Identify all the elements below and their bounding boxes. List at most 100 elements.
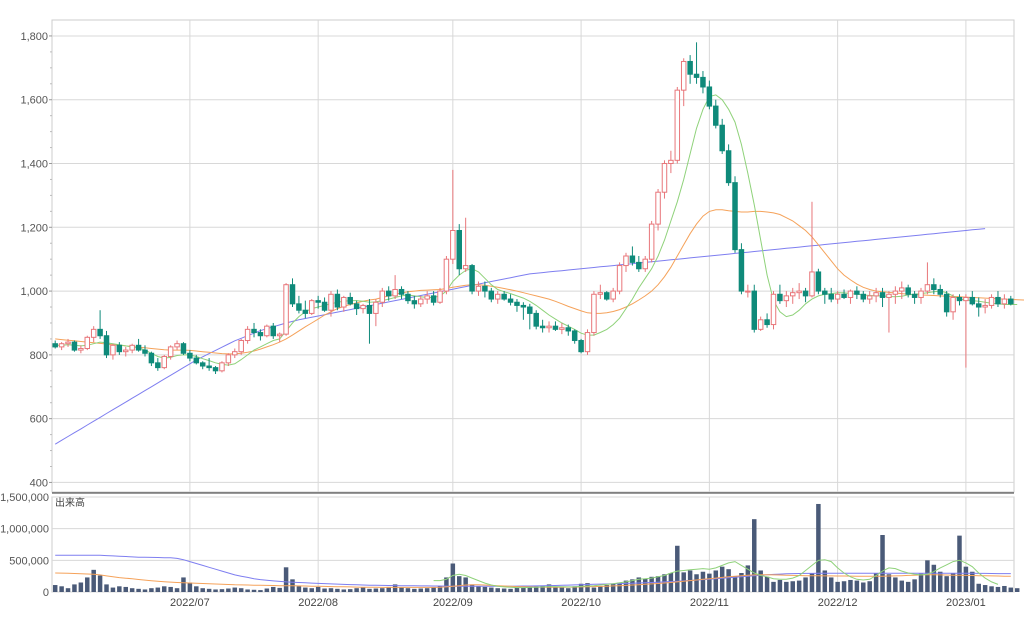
volume-bar (585, 583, 590, 592)
candle-down (1008, 295, 1014, 306)
candle-body (180, 343, 187, 354)
candle-body (777, 293, 783, 302)
volume-bar (476, 586, 481, 592)
volume-bar (784, 581, 789, 592)
volume-bar (848, 579, 853, 592)
volume-bar (752, 519, 757, 592)
candle-body (110, 344, 116, 356)
volume-bar (399, 587, 404, 592)
candle-body (148, 352, 155, 364)
volume-bar (771, 581, 776, 592)
candle-up (668, 150, 674, 174)
candle-up (963, 294, 969, 368)
volume-bar (777, 579, 783, 592)
candle-body (142, 349, 148, 354)
candle-up (623, 252, 629, 272)
candle-up (1001, 294, 1008, 309)
volume-bar (238, 588, 244, 592)
candle-down (693, 42, 700, 84)
candle-body (289, 284, 296, 305)
candle-body (527, 306, 533, 314)
volume-bar (181, 577, 186, 592)
volume-bar (540, 585, 545, 592)
candle-up (591, 291, 597, 336)
volume-bar (457, 576, 462, 592)
volume-bar (893, 577, 898, 592)
candle-up (341, 295, 347, 312)
volume-bar (360, 587, 366, 592)
volume-bar (85, 577, 90, 592)
candle-down (725, 144, 732, 186)
candle-body (770, 293, 777, 326)
volume-bar (835, 581, 840, 592)
volume-bar (508, 588, 513, 592)
volume-bar (828, 577, 834, 592)
volume-bar (187, 582, 193, 592)
candle-body (212, 367, 219, 372)
volume-ma-short-line (433, 559, 999, 589)
candle-body (244, 328, 251, 342)
volume-bar (931, 564, 937, 592)
volume-bar (315, 586, 321, 592)
candle-body (347, 296, 353, 305)
volume-bar (1014, 588, 1020, 592)
candle-body (334, 293, 341, 308)
volume-bar (161, 586, 167, 592)
volume-bar (726, 569, 731, 592)
candle-up (264, 324, 270, 338)
candle-down (905, 284, 911, 298)
candle-down (828, 287, 834, 303)
volume-bar (367, 588, 372, 592)
volume-bar (816, 503, 821, 592)
candle-body (911, 293, 918, 298)
volume-bar (905, 581, 911, 592)
candle-up (899, 281, 905, 300)
candle-body (482, 285, 488, 292)
volume-bar (572, 586, 577, 592)
candle-body (475, 285, 482, 292)
candle-down (180, 342, 187, 355)
candle-up (58, 342, 65, 351)
price-tick-label: 1,400 (20, 159, 48, 171)
volume-bar (219, 589, 225, 592)
candle-body (123, 349, 129, 353)
candle-body (796, 290, 802, 294)
volume-bar (104, 584, 109, 592)
candle-body (97, 328, 103, 337)
candle-body (616, 265, 623, 292)
volume-bar (226, 588, 231, 592)
candle-body (918, 290, 924, 298)
candle-down (533, 310, 539, 330)
candle-up (308, 299, 315, 315)
price-ma-lines (54, 94, 1024, 445)
candle-up (328, 291, 334, 317)
volume-bar (598, 586, 603, 592)
candle-down (469, 263, 475, 295)
price-tick-label: 800 (30, 350, 48, 362)
candle-body (84, 336, 91, 349)
candle-down (706, 80, 713, 110)
candle-up (494, 291, 501, 304)
price-tick-label: 1,000 (20, 286, 48, 298)
candle-up (584, 329, 591, 355)
candle-up (225, 353, 232, 367)
candle-up (424, 291, 430, 304)
candlesticks (52, 42, 1014, 374)
volume-bar (469, 584, 475, 592)
volume-bar (566, 588, 571, 592)
volume-bar (976, 583, 981, 592)
candle-down (732, 176, 738, 253)
volume-bar (380, 588, 385, 592)
candle-body (507, 298, 514, 303)
volume-bar (527, 586, 533, 592)
candle-body (456, 229, 462, 270)
price-ma-mid-line (55, 209, 1024, 355)
candle-up (283, 283, 289, 336)
candle-body (424, 295, 430, 300)
volume-bar (418, 588, 424, 592)
candle-body (379, 290, 386, 303)
candle-body (764, 319, 770, 326)
candle-down (719, 118, 725, 154)
candle-up (745, 284, 751, 298)
candle-up (360, 303, 366, 314)
